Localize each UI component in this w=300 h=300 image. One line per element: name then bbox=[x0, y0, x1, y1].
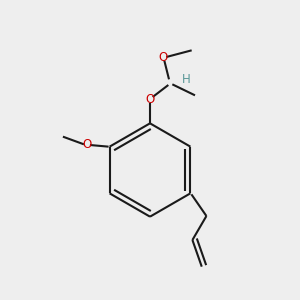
Text: O: O bbox=[146, 93, 154, 106]
Text: O: O bbox=[159, 51, 168, 64]
Text: O: O bbox=[82, 139, 92, 152]
Text: H: H bbox=[182, 74, 190, 86]
